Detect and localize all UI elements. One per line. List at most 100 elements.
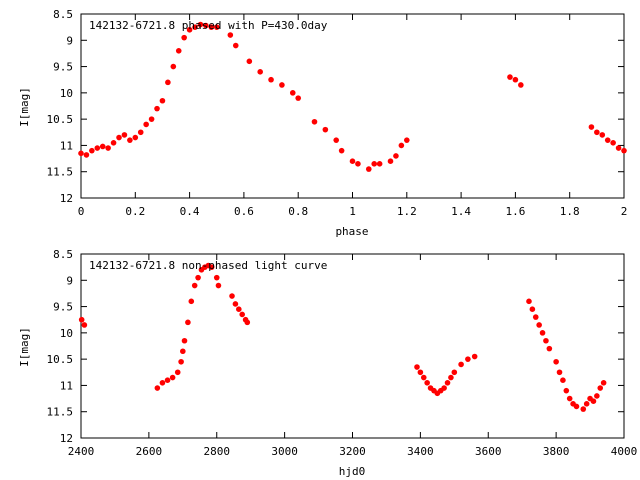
phased-data-point — [246, 58, 253, 65]
timeseries-y-axis-label: I[mag] — [18, 327, 31, 367]
timeseries-data-point — [185, 319, 191, 326]
timeseries-data-point — [236, 306, 242, 313]
phased-y-tick-label: 12 — [60, 192, 73, 205]
phased-data-point — [507, 74, 513, 80]
timeseries-data-point — [215, 282, 222, 289]
phased-y-tick-label: 10.5 — [47, 113, 74, 126]
phased-data-point — [203, 22, 209, 29]
phased-data-point — [604, 137, 611, 143]
timeseries-data-point — [573, 403, 580, 410]
phased-data-point — [89, 147, 95, 154]
timeseries-data-point — [539, 330, 546, 336]
phased-y-tick-label: 11 — [60, 139, 73, 152]
phased-data-point — [132, 134, 139, 141]
phased-x-tick-label: 0 — [78, 205, 85, 218]
timeseries-data-point — [471, 353, 478, 360]
timeseries-data-point — [580, 406, 587, 412]
timeseries-y-tick-label: 12 — [60, 432, 73, 445]
phased-x-tick-label: 1.2 — [397, 205, 417, 218]
phased-x-tick-label: 1 — [349, 205, 356, 218]
timeseries-data-point — [448, 374, 454, 381]
timeseries-data-point — [78, 316, 85, 323]
timeseries-data-point — [465, 356, 471, 362]
timeseries-chart-title: 142132-6721.8 non-phased light curve — [89, 259, 327, 272]
timeseries-x-tick-label: 4000 — [611, 445, 638, 458]
timeseries-data-point — [590, 398, 597, 405]
timeseries-data-point — [597, 385, 604, 391]
timeseries-x-tick-label: 2600 — [136, 445, 163, 458]
phased-data-point — [365, 166, 372, 172]
timeseries-data-point — [191, 282, 198, 289]
timeseries-data-point — [164, 377, 171, 383]
phased-data-point — [338, 147, 345, 154]
phased-data-point — [588, 124, 595, 130]
phased-data-point — [398, 142, 405, 149]
timeseries-data-point — [244, 319, 251, 326]
phased-data-point — [213, 24, 220, 30]
phased-y-axis-label: I[mag] — [18, 87, 31, 127]
phased-x-tick-label: 1.4 — [451, 205, 471, 218]
timeseries-data-point — [420, 374, 427, 381]
timeseries-data-point — [154, 385, 161, 391]
phased-data-point — [599, 132, 606, 138]
timeseries-data-point — [159, 380, 166, 386]
phased-data-point — [208, 24, 215, 30]
phased-x-tick-label: 1.6 — [505, 205, 525, 218]
phased-data-point — [192, 24, 198, 30]
timeseries-data-point — [526, 298, 532, 305]
phased-data-point — [615, 145, 622, 151]
phased-data-point — [78, 150, 84, 157]
timeseries-data-point — [441, 385, 447, 391]
timeseries-data-point — [180, 348, 186, 355]
timeseries-y-tick-label: 10 — [60, 327, 73, 340]
timeseries-data-point — [543, 337, 549, 344]
phased-data-point — [371, 161, 378, 167]
phased-y-tick-label: 8.5 — [53, 8, 73, 21]
timeseries-x-tick-label: 3800 — [543, 445, 570, 458]
timeseries-data-point — [553, 358, 559, 365]
timeseries-y-tick-label: 10.5 — [47, 353, 74, 366]
timeseries-plot-frame — [80, 253, 625, 439]
phased-data-point — [295, 95, 302, 101]
phased-data-point — [99, 143, 106, 150]
timeseries-data-point — [178, 358, 184, 365]
phased-panel: 8.5 9 9.5 10 10.5 11 11.5 12 0 0.2 0.4 0.6 0.8 1 1.2 1… — [18, 8, 627, 238]
timeseries-data-point — [594, 393, 600, 399]
timeseries-data-point — [181, 337, 188, 344]
timeseries-y-tick-label: 11.5 — [47, 406, 74, 419]
phased-x-tick-label: 0.4 — [180, 205, 200, 218]
phased-data-point — [227, 32, 234, 38]
phased-data-point — [594, 129, 600, 136]
phased-data-point — [175, 48, 182, 54]
phased-data-point — [333, 137, 340, 143]
timeseries-y-tick-label: 9.5 — [53, 301, 73, 314]
timeseries-x-tick-label: 3600 — [475, 445, 502, 458]
timeseries-data-point — [81, 322, 88, 328]
timeseries-panel: 8.5 9 9.5 10 10.5 11 11.5 12 2400 2600 2800 3000 32… — [18, 248, 637, 478]
timeseries-data-point — [532, 314, 539, 320]
timeseries-data-point — [556, 369, 563, 376]
timeseries-x-tick-label: 3200 — [339, 445, 366, 458]
phased-plot-frame — [80, 13, 625, 199]
phased-data-point — [311, 118, 318, 125]
phased-data-point — [148, 116, 155, 122]
timeseries-data-point — [213, 274, 220, 281]
timeseries-x-axis-label: hjd0 — [339, 465, 366, 478]
phased-x-tick-label: 0.2 — [125, 205, 145, 218]
phased-data-point — [83, 152, 90, 158]
timeseries-data-point — [529, 306, 536, 313]
phased-points — [78, 21, 627, 172]
timeseries-data-point — [546, 345, 553, 352]
timeseries-points — [78, 262, 607, 412]
timeseries-data-point — [451, 369, 458, 376]
timeseries-data-point — [208, 264, 215, 270]
timeseries-data-point — [563, 387, 570, 394]
phased-data-point — [257, 69, 263, 75]
phased-y-tick-label: 9 — [66, 34, 73, 47]
phased-data-point — [289, 90, 296, 96]
timeseries-y-ticks: 8.5 9 9.5 10 10.5 11 11.5 12 — [47, 248, 624, 445]
phased-data-point — [621, 147, 627, 154]
phased-data-point — [512, 76, 519, 83]
timeseries-data-point — [600, 380, 607, 386]
phased-data-point — [518, 82, 524, 88]
